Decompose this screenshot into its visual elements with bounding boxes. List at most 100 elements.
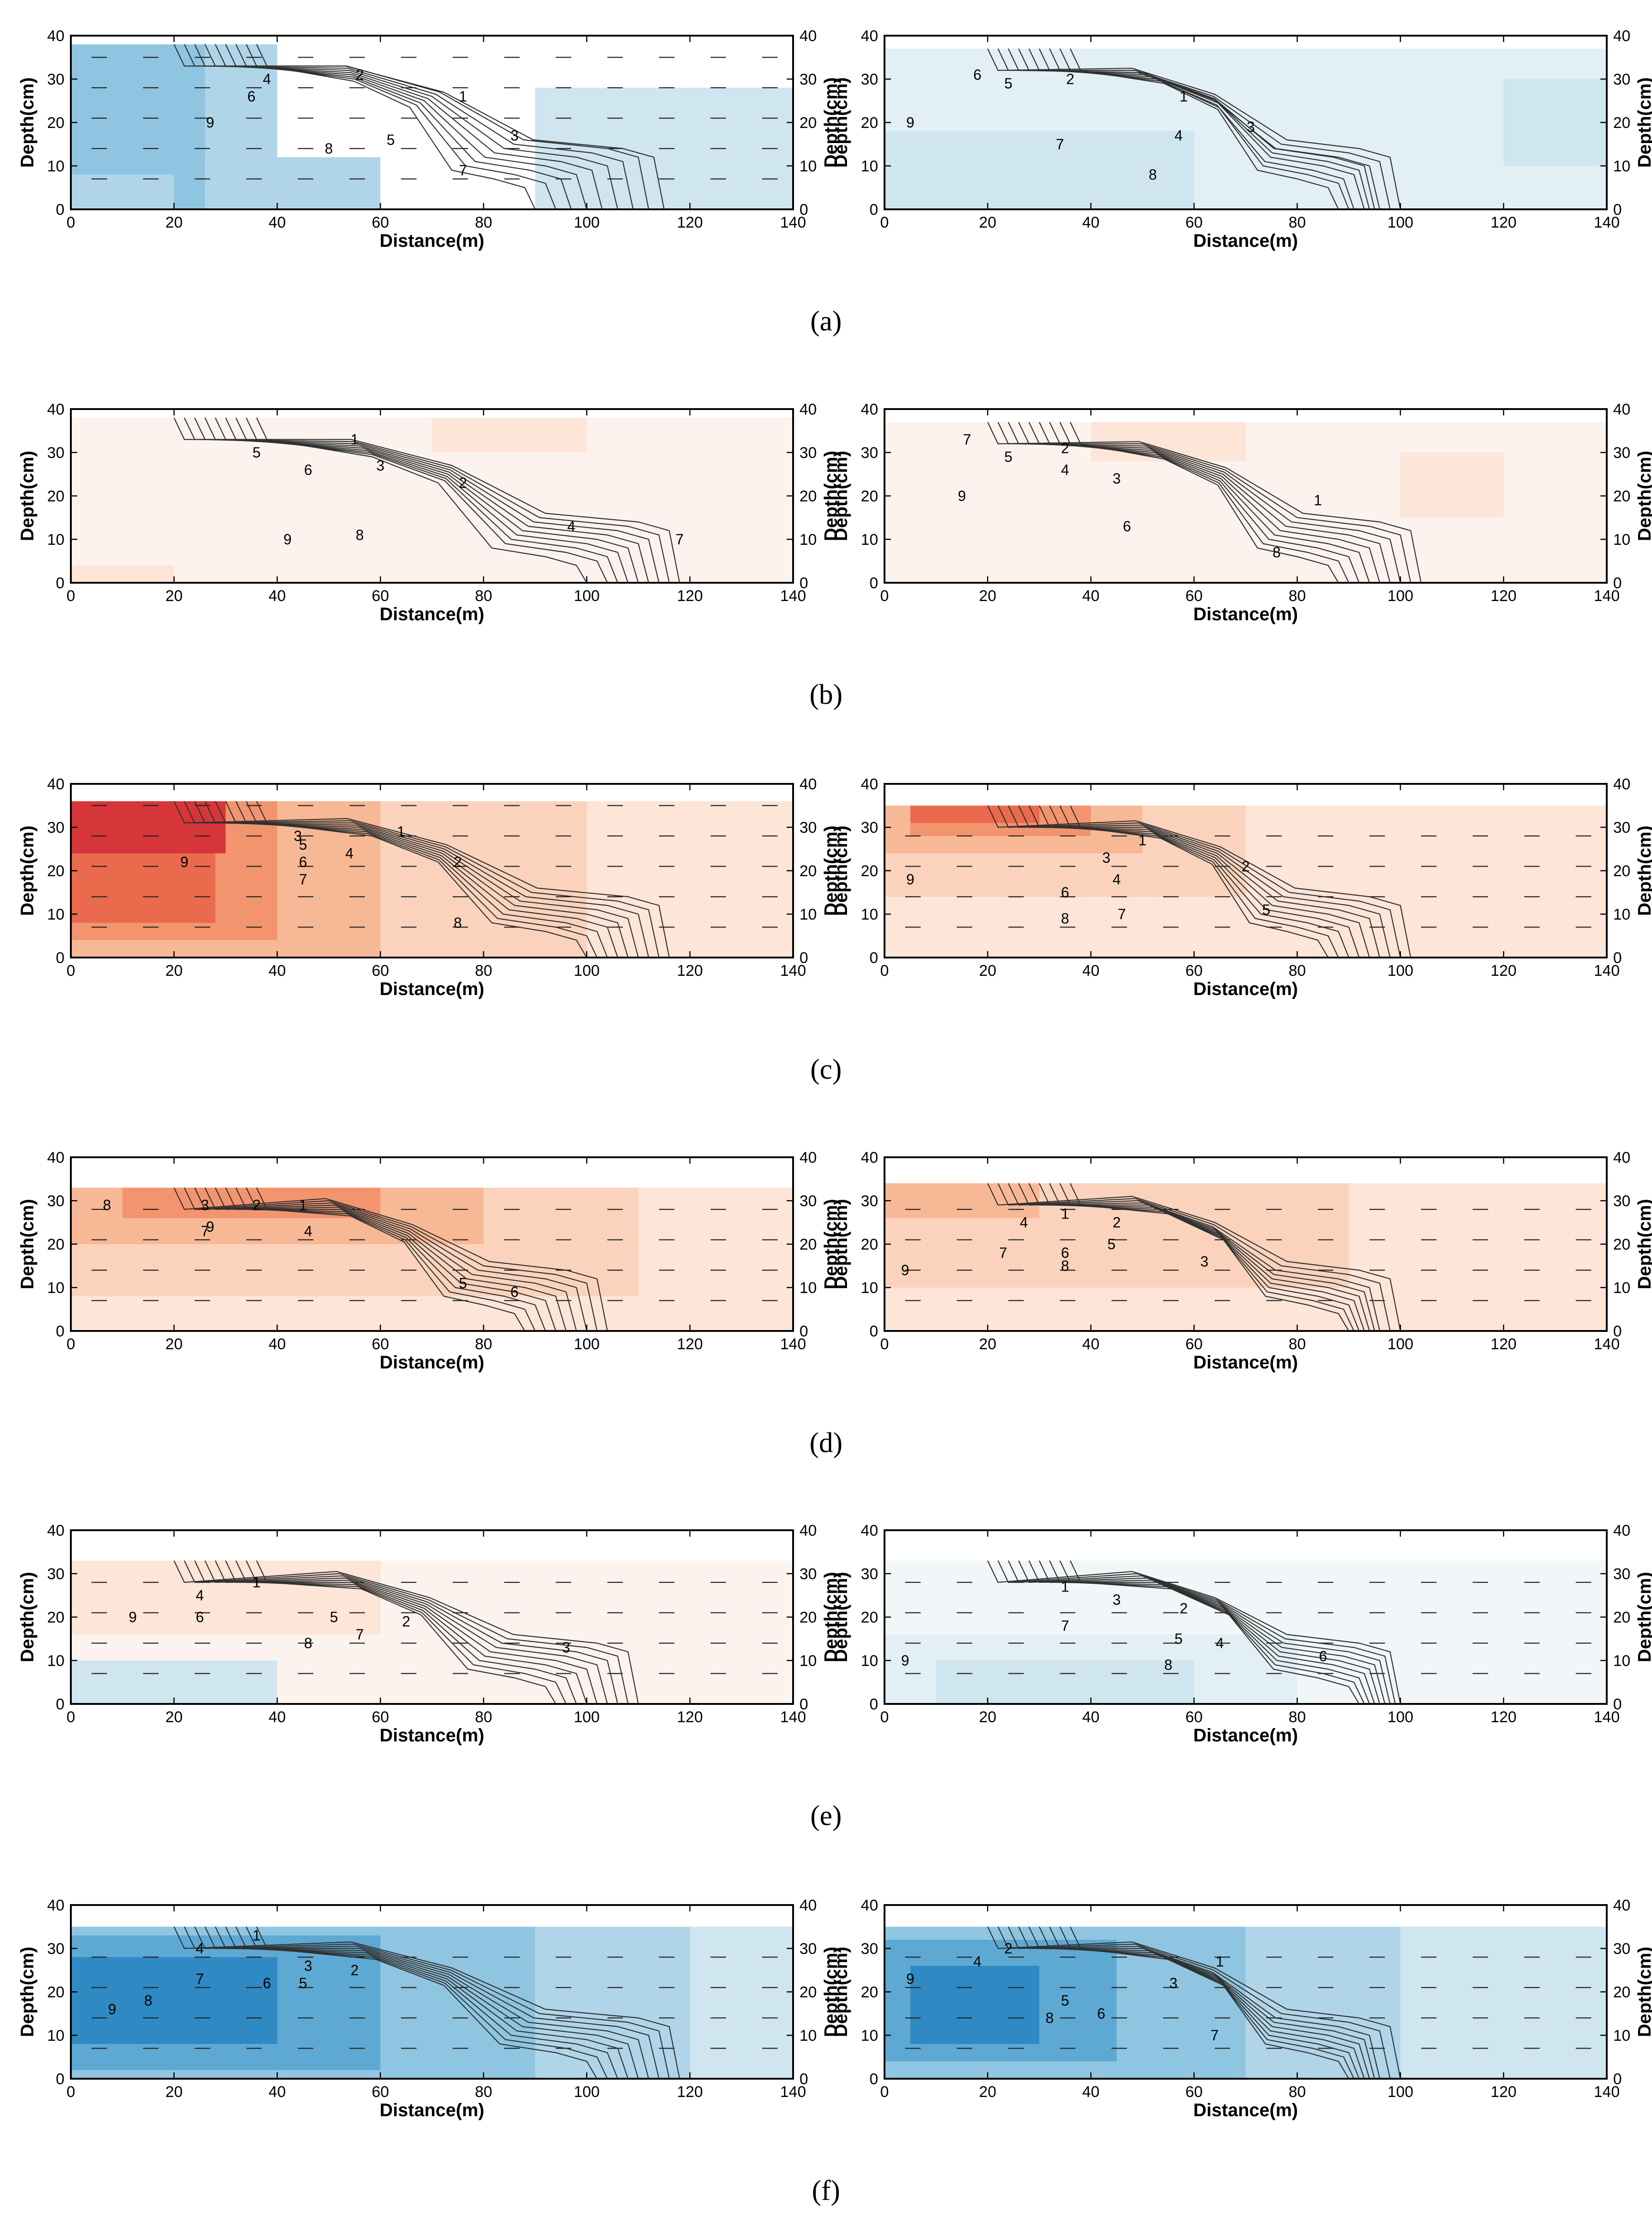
contour-label: 8 bbox=[1149, 166, 1157, 183]
fill-region bbox=[71, 1957, 277, 2044]
contour-label: 8 bbox=[1045, 2010, 1054, 2026]
contour-line bbox=[245, 44, 556, 209]
contour-line bbox=[245, 1927, 608, 2079]
contour-label: 1 bbox=[397, 824, 405, 840]
contour-label: 9 bbox=[906, 871, 915, 888]
y-tick-label-right: 0 bbox=[1613, 2070, 1622, 2088]
fill-region bbox=[205, 157, 381, 209]
contour-label: 2 bbox=[1066, 71, 1074, 87]
x-tick-label: 120 bbox=[677, 2083, 703, 2101]
contour-line bbox=[245, 417, 608, 583]
filled-contours bbox=[885, 48, 1607, 209]
x-tick-label: 80 bbox=[475, 962, 492, 979]
y-tick-label-right: 10 bbox=[1613, 1652, 1631, 1670]
x-axis-label: Distance(m) bbox=[380, 231, 485, 251]
contour-lines bbox=[173, 417, 680, 583]
contour-label: 8 bbox=[144, 1992, 152, 2009]
x-tick-label: 60 bbox=[1185, 587, 1203, 605]
contour-label: 6 bbox=[299, 854, 307, 870]
subfigure-caption: (e) bbox=[810, 1800, 842, 1831]
x-tick-label: 100 bbox=[1387, 2083, 1413, 2101]
x-tick-label: 20 bbox=[979, 1708, 997, 1726]
x-tick-label: 80 bbox=[1289, 214, 1306, 231]
contour-label: 7 bbox=[196, 1971, 204, 1987]
x-tick-label: 20 bbox=[979, 214, 997, 231]
contour-line bbox=[1059, 48, 1349, 209]
y-axis-label-right: Depth(cm) bbox=[1635, 1572, 1652, 1662]
contour-label: 8 bbox=[1164, 1657, 1172, 1673]
contour-lines bbox=[173, 1927, 680, 2079]
fill-region bbox=[910, 805, 1039, 823]
contour-label: 7 bbox=[963, 431, 971, 448]
flow-arrows bbox=[905, 835, 1592, 928]
contour-line bbox=[173, 1560, 639, 1704]
x-tick-label: 0 bbox=[880, 587, 889, 605]
y-tick-label-right: 10 bbox=[799, 1279, 817, 1297]
y-tick-label-right: 20 bbox=[1613, 488, 1631, 505]
contour-label: 8 bbox=[356, 527, 364, 543]
contour-line bbox=[997, 1183, 1391, 1331]
x-tick-label: 0 bbox=[67, 587, 75, 605]
y-tick-label-right: 0 bbox=[799, 575, 808, 592]
filled-contours bbox=[71, 44, 793, 209]
y-axis-label-right: Depth(cm) bbox=[1635, 1199, 1652, 1289]
contour-label: 7 bbox=[1056, 136, 1064, 153]
x-tick-label: 140 bbox=[1594, 1336, 1620, 1353]
contour-label: 8 bbox=[1061, 910, 1069, 927]
y-tick-label-right: 0 bbox=[1613, 1323, 1622, 1340]
y-tick-label-right: 40 bbox=[1613, 1522, 1631, 1539]
fill-region bbox=[71, 175, 174, 209]
y-tick-label: 0 bbox=[56, 201, 64, 218]
x-axis-label: Distance(m) bbox=[1194, 979, 1298, 999]
contour-label: 5 bbox=[1004, 449, 1013, 465]
y-tick-label-right: 40 bbox=[799, 27, 817, 45]
contour-label: 8 bbox=[454, 915, 462, 931]
contour-label: 9 bbox=[906, 114, 915, 131]
x-tick-label: 0 bbox=[67, 962, 75, 979]
contour-label: 8 bbox=[1273, 544, 1281, 561]
x-tick-label: 100 bbox=[1387, 1336, 1413, 1353]
contour-label: 3 bbox=[1169, 1975, 1178, 1991]
subfigure-caption: (d) bbox=[810, 1427, 842, 1458]
x-tick-label: 20 bbox=[165, 2083, 183, 2101]
filled-contours bbox=[71, 801, 793, 958]
y-tick-label: 0 bbox=[869, 1323, 878, 1340]
y-tick-label-right: 30 bbox=[1613, 1192, 1631, 1210]
contour-line bbox=[1049, 48, 1355, 209]
y-tick-label-right: 10 bbox=[799, 531, 817, 548]
y-tick-label-right: 10 bbox=[799, 1652, 817, 1670]
contour-label: 5 bbox=[387, 132, 395, 148]
y-tick-label: 20 bbox=[47, 488, 64, 505]
x-tick-label: 20 bbox=[979, 1336, 997, 1353]
contour-label: 4 bbox=[567, 518, 576, 535]
x-tick-label: 40 bbox=[269, 962, 286, 979]
y-tick-label: 40 bbox=[47, 1149, 64, 1166]
y-tick-label-right: 10 bbox=[1613, 158, 1631, 175]
x-tick-label: 40 bbox=[269, 214, 286, 231]
y-tick-label-right: 30 bbox=[1613, 71, 1631, 88]
contour-label: 3 bbox=[1113, 470, 1121, 487]
contour-label: 5 bbox=[252, 444, 261, 461]
y-axis-label-right: Depth(cm) bbox=[1635, 77, 1652, 168]
contour-lines bbox=[173, 801, 670, 958]
y-axis-label: Depth(cm) bbox=[17, 1947, 37, 2037]
contour-label: 6 bbox=[1061, 884, 1069, 901]
contour-label: 5 bbox=[299, 1975, 307, 1991]
x-tick-label: 40 bbox=[269, 2083, 286, 2101]
contour-label: 9 bbox=[283, 531, 292, 548]
y-tick-label-right: 0 bbox=[1613, 1696, 1622, 1713]
contour-label: 7 bbox=[356, 1626, 364, 1643]
contour-label: 6 bbox=[1061, 1245, 1069, 1261]
contour-label: 9 bbox=[958, 488, 966, 504]
y-tick-label: 10 bbox=[861, 1652, 878, 1670]
y-tick-label-right: 30 bbox=[799, 1940, 817, 1958]
x-tick-label: 40 bbox=[1082, 1708, 1100, 1726]
contour-label: 1 bbox=[351, 431, 359, 448]
y-axis-label: Depth(cm) bbox=[17, 1199, 37, 1289]
contour-line bbox=[987, 805, 1412, 958]
y-axis-label-right: Depth(cm) bbox=[821, 77, 841, 168]
